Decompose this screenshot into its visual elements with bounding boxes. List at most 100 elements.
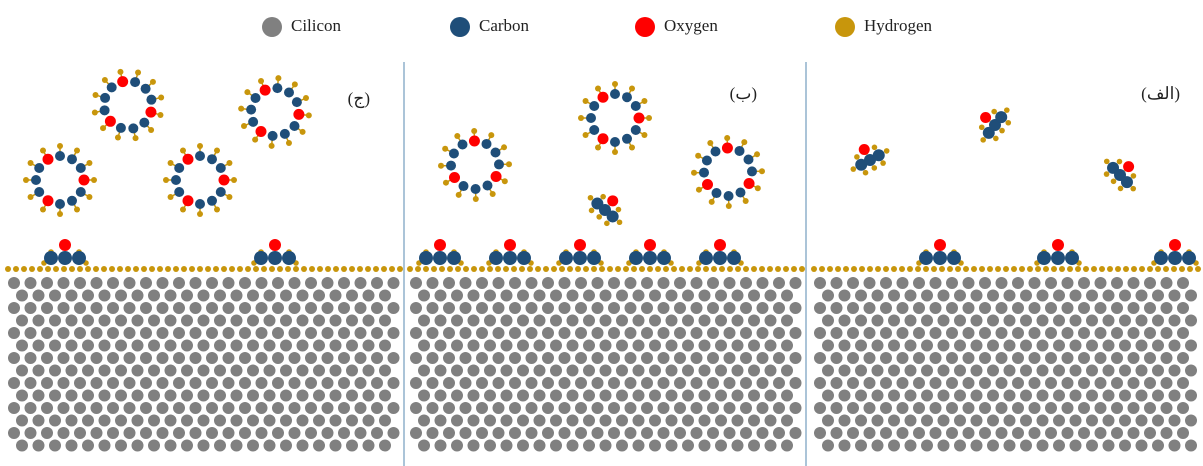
silicon-atom <box>263 339 276 352</box>
silicon-atom <box>954 314 966 327</box>
carbon-atom <box>727 251 741 265</box>
silicon-atom <box>1094 327 1107 339</box>
silicon-atom <box>280 439 292 452</box>
silicon-atom <box>280 389 292 402</box>
surface-hydrogen <box>1043 266 1049 272</box>
hydrogen-atom <box>612 81 618 87</box>
surface-hydrogen <box>511 266 517 272</box>
silicon-atom <box>206 352 218 364</box>
silicon-atom <box>764 314 777 327</box>
silicon-atom <box>156 277 169 289</box>
silicon-atom <box>500 289 513 302</box>
silicon-atom <box>239 302 251 314</box>
silicon-atom <box>1020 289 1032 302</box>
silicon-atom <box>731 389 744 402</box>
silicon-atom <box>954 439 966 452</box>
silicon-atom <box>896 427 909 439</box>
silicon-atom <box>517 389 529 402</box>
silicon-atom <box>896 352 909 364</box>
silicon-atom <box>82 414 94 427</box>
silicon-atom <box>888 414 900 427</box>
silicon-atom <box>1160 377 1173 389</box>
silicon-atom <box>665 389 678 402</box>
surface-hydrogen <box>149 266 155 272</box>
silicon-atom <box>814 402 826 414</box>
silicon-atom <box>657 302 670 314</box>
silicon-atom <box>591 327 604 339</box>
silicon-atom <box>74 302 86 314</box>
silicon-atom <box>954 414 966 427</box>
surface-hydrogen <box>591 266 597 272</box>
silicon-atom <box>1045 327 1057 339</box>
silicon-atom <box>822 364 834 377</box>
carbon-atom <box>246 104 257 115</box>
silicon-atom <box>1094 402 1107 414</box>
silicon-atom <box>904 339 917 352</box>
silicon-atom <box>789 377 802 389</box>
silicon-atom <box>41 427 53 439</box>
silicon-atom <box>434 389 447 402</box>
carbon-atom <box>207 195 217 206</box>
silicon-atom <box>649 289 661 302</box>
silicon-atom <box>533 389 546 402</box>
oxygen-atom <box>42 153 54 165</box>
silicon-atom <box>690 402 703 414</box>
silicon-atom <box>329 364 342 377</box>
silicon-atom <box>566 314 579 327</box>
silicon-atom <box>962 327 975 339</box>
silicon-atom <box>566 364 579 377</box>
carbon-atom <box>587 251 601 265</box>
hydrogen-atom <box>135 69 142 76</box>
carbon-atom <box>481 138 492 149</box>
silicon-atom <box>608 277 620 289</box>
surface-hydrogen <box>341 266 347 272</box>
surface-hydrogen <box>29 266 35 272</box>
silicon-atom <box>189 277 202 289</box>
surface-hydrogen <box>527 266 533 272</box>
surface-hydrogen <box>309 266 315 272</box>
silicon-atom <box>1069 439 1082 452</box>
silicon-atom <box>362 339 375 352</box>
silicon-atom <box>476 277 488 289</box>
carbon-atom <box>254 251 268 265</box>
silicon-atom <box>123 377 136 389</box>
hydrogen-atom <box>454 132 461 139</box>
silicon-atom <box>542 352 554 364</box>
surface-hydrogen <box>37 266 43 272</box>
silicon-atom <box>1168 364 1181 377</box>
hydrogen-atom <box>238 105 245 112</box>
silicon-atom <box>1144 377 1156 389</box>
silicon-atom <box>814 327 826 339</box>
silicon-atom <box>740 427 752 439</box>
silicon-atom <box>418 439 430 452</box>
silicon-atom <box>321 302 334 314</box>
silicon-atom <box>624 427 637 439</box>
silicon-atom <box>888 339 900 352</box>
silicon-atom <box>1028 302 1041 314</box>
silicon-atom <box>748 339 760 352</box>
silicon-atom <box>82 289 94 302</box>
hydrogen-atom <box>91 177 97 183</box>
silicon-atom <box>247 289 259 302</box>
silicon-atom <box>880 277 892 289</box>
surface-hydrogen <box>1163 266 1169 272</box>
silicon-atom <box>148 314 160 327</box>
silicon-atom <box>533 339 546 352</box>
surface-hydrogen <box>851 266 857 272</box>
silicon-atom <box>748 289 760 302</box>
silicon-atom <box>371 377 383 389</box>
carbon-atom <box>34 187 45 197</box>
silicon-atom <box>880 352 892 364</box>
silicon-atom <box>698 414 711 427</box>
silicon-atom <box>657 352 670 364</box>
silicon-atom <box>371 427 383 439</box>
surface-hydrogen <box>45 266 51 272</box>
silicon-atom <box>263 439 276 452</box>
silicon-atom <box>921 314 933 327</box>
silicon-atom <box>346 414 358 427</box>
silicon-atom <box>239 352 251 364</box>
silicon-atom <box>410 402 422 414</box>
silicon-atom <box>379 439 391 452</box>
silicon-atom <box>296 314 309 327</box>
silicon-atom <box>1119 314 1131 327</box>
